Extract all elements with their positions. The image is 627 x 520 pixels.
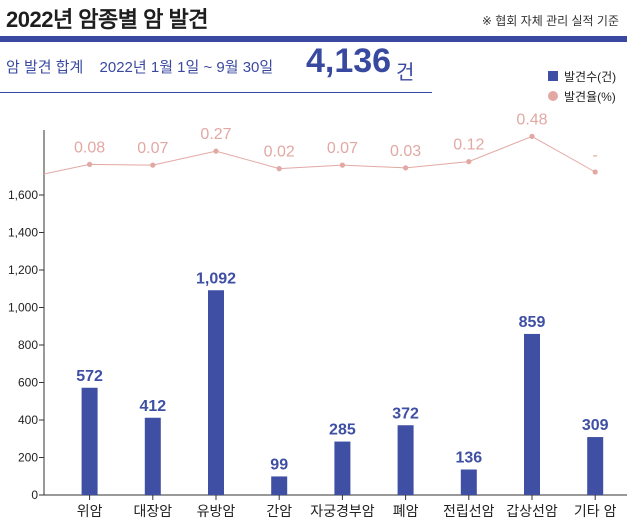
y-tick-label: 1,000 bbox=[8, 301, 38, 315]
bar bbox=[524, 333, 540, 495]
bar-data-label: 136 bbox=[455, 450, 482, 467]
x-tick-label: 폐암 bbox=[393, 503, 419, 519]
source-note: ※ 협회 자체 관리 실적 기준 bbox=[481, 14, 619, 28]
page-title: 2022년 암종별 암 발견 bbox=[6, 7, 208, 32]
x-tick-label: 기타 암 bbox=[574, 503, 617, 519]
summary-row: 암 발견 합계 2022년 1월 1일 ~ 9월 30일 bbox=[6, 56, 285, 77]
legend-swatch-rate bbox=[548, 91, 558, 101]
x-tick-label: 유방암 bbox=[197, 503, 236, 519]
bar-data-label: 572 bbox=[76, 368, 103, 385]
bar-data-label: 412 bbox=[139, 398, 166, 415]
rate-data-label: 0.08 bbox=[74, 139, 105, 156]
bar bbox=[144, 417, 161, 495]
summary-unit: 건 bbox=[396, 62, 415, 84]
rate-point bbox=[213, 148, 219, 154]
bar bbox=[397, 425, 414, 495]
summary-total: 4,136 bbox=[306, 42, 392, 80]
rate-point bbox=[339, 162, 345, 168]
bar-data-label: 1,092 bbox=[196, 270, 236, 287]
x-tick-label: 전립선암 bbox=[443, 503, 495, 519]
legend-item-count: 발견수(건) bbox=[548, 66, 616, 86]
rate-series-line bbox=[43, 135, 596, 175]
bar bbox=[334, 441, 351, 495]
bar bbox=[81, 387, 98, 495]
rate-point bbox=[466, 159, 472, 165]
y-tick-label: 400 bbox=[18, 413, 38, 427]
rate-point bbox=[529, 133, 535, 139]
rate-data-label: 0.07 bbox=[327, 140, 358, 157]
bar-data-label: 285 bbox=[329, 422, 356, 439]
rate-point bbox=[592, 169, 598, 175]
y-tick-label: 200 bbox=[18, 451, 38, 465]
bar-data-label: 372 bbox=[392, 405, 419, 422]
summary-period: 2022년 1월 1일 ~ 9월 30일 bbox=[99, 59, 274, 76]
y-tick-label: 0 bbox=[31, 488, 38, 502]
title-rule bbox=[0, 36, 627, 42]
rate-point bbox=[150, 162, 156, 168]
x-tick-label: 간암 bbox=[266, 503, 292, 519]
legend-label-count: 발견수(건) bbox=[564, 69, 617, 84]
bar-data-label: 99 bbox=[270, 456, 288, 473]
x-tick-label: 위암 bbox=[77, 503, 103, 519]
rate-data-label: 0.48 bbox=[516, 111, 547, 128]
rate-data-label: 0.12 bbox=[453, 137, 484, 154]
rate-data-label: 0.07 bbox=[137, 140, 168, 157]
summary-label: 암 발견 합계 bbox=[6, 59, 84, 76]
rate-point bbox=[403, 165, 409, 171]
chart-legend: 발견수(건) 발견율(%) bbox=[548, 66, 616, 106]
rate-point bbox=[87, 161, 93, 167]
rate-data-label: 0.27 bbox=[200, 126, 231, 143]
x-tick-label: 대장암 bbox=[133, 503, 172, 519]
x-tick-label: 갑상선암 bbox=[506, 503, 558, 519]
bar bbox=[460, 469, 477, 495]
legend-item-rate: 발견율(%) bbox=[548, 86, 616, 106]
rate-point bbox=[276, 166, 282, 172]
rate-data-label: 0.03 bbox=[390, 143, 421, 160]
rate-data-label: 0.02 bbox=[264, 144, 295, 161]
y-tick-label: 1,200 bbox=[8, 263, 38, 277]
bar-data-label: 859 bbox=[519, 314, 546, 331]
bar-data-label: 309 bbox=[582, 417, 609, 434]
y-tick-label: 1,400 bbox=[8, 226, 38, 240]
legend-swatch-count bbox=[548, 71, 558, 81]
bar bbox=[587, 437, 604, 495]
y-tick-label: 1,600 bbox=[8, 188, 38, 202]
y-tick-label: 600 bbox=[18, 376, 38, 390]
x-tick-label: 자궁경부암 bbox=[310, 503, 375, 519]
bar bbox=[271, 476, 288, 495]
rate-data-label: - bbox=[593, 147, 598, 164]
y-tick-label: 800 bbox=[18, 338, 38, 352]
legend-label-rate: 발견율(%) bbox=[564, 89, 616, 104]
summary-underline bbox=[0, 92, 432, 93]
bar bbox=[208, 290, 224, 495]
